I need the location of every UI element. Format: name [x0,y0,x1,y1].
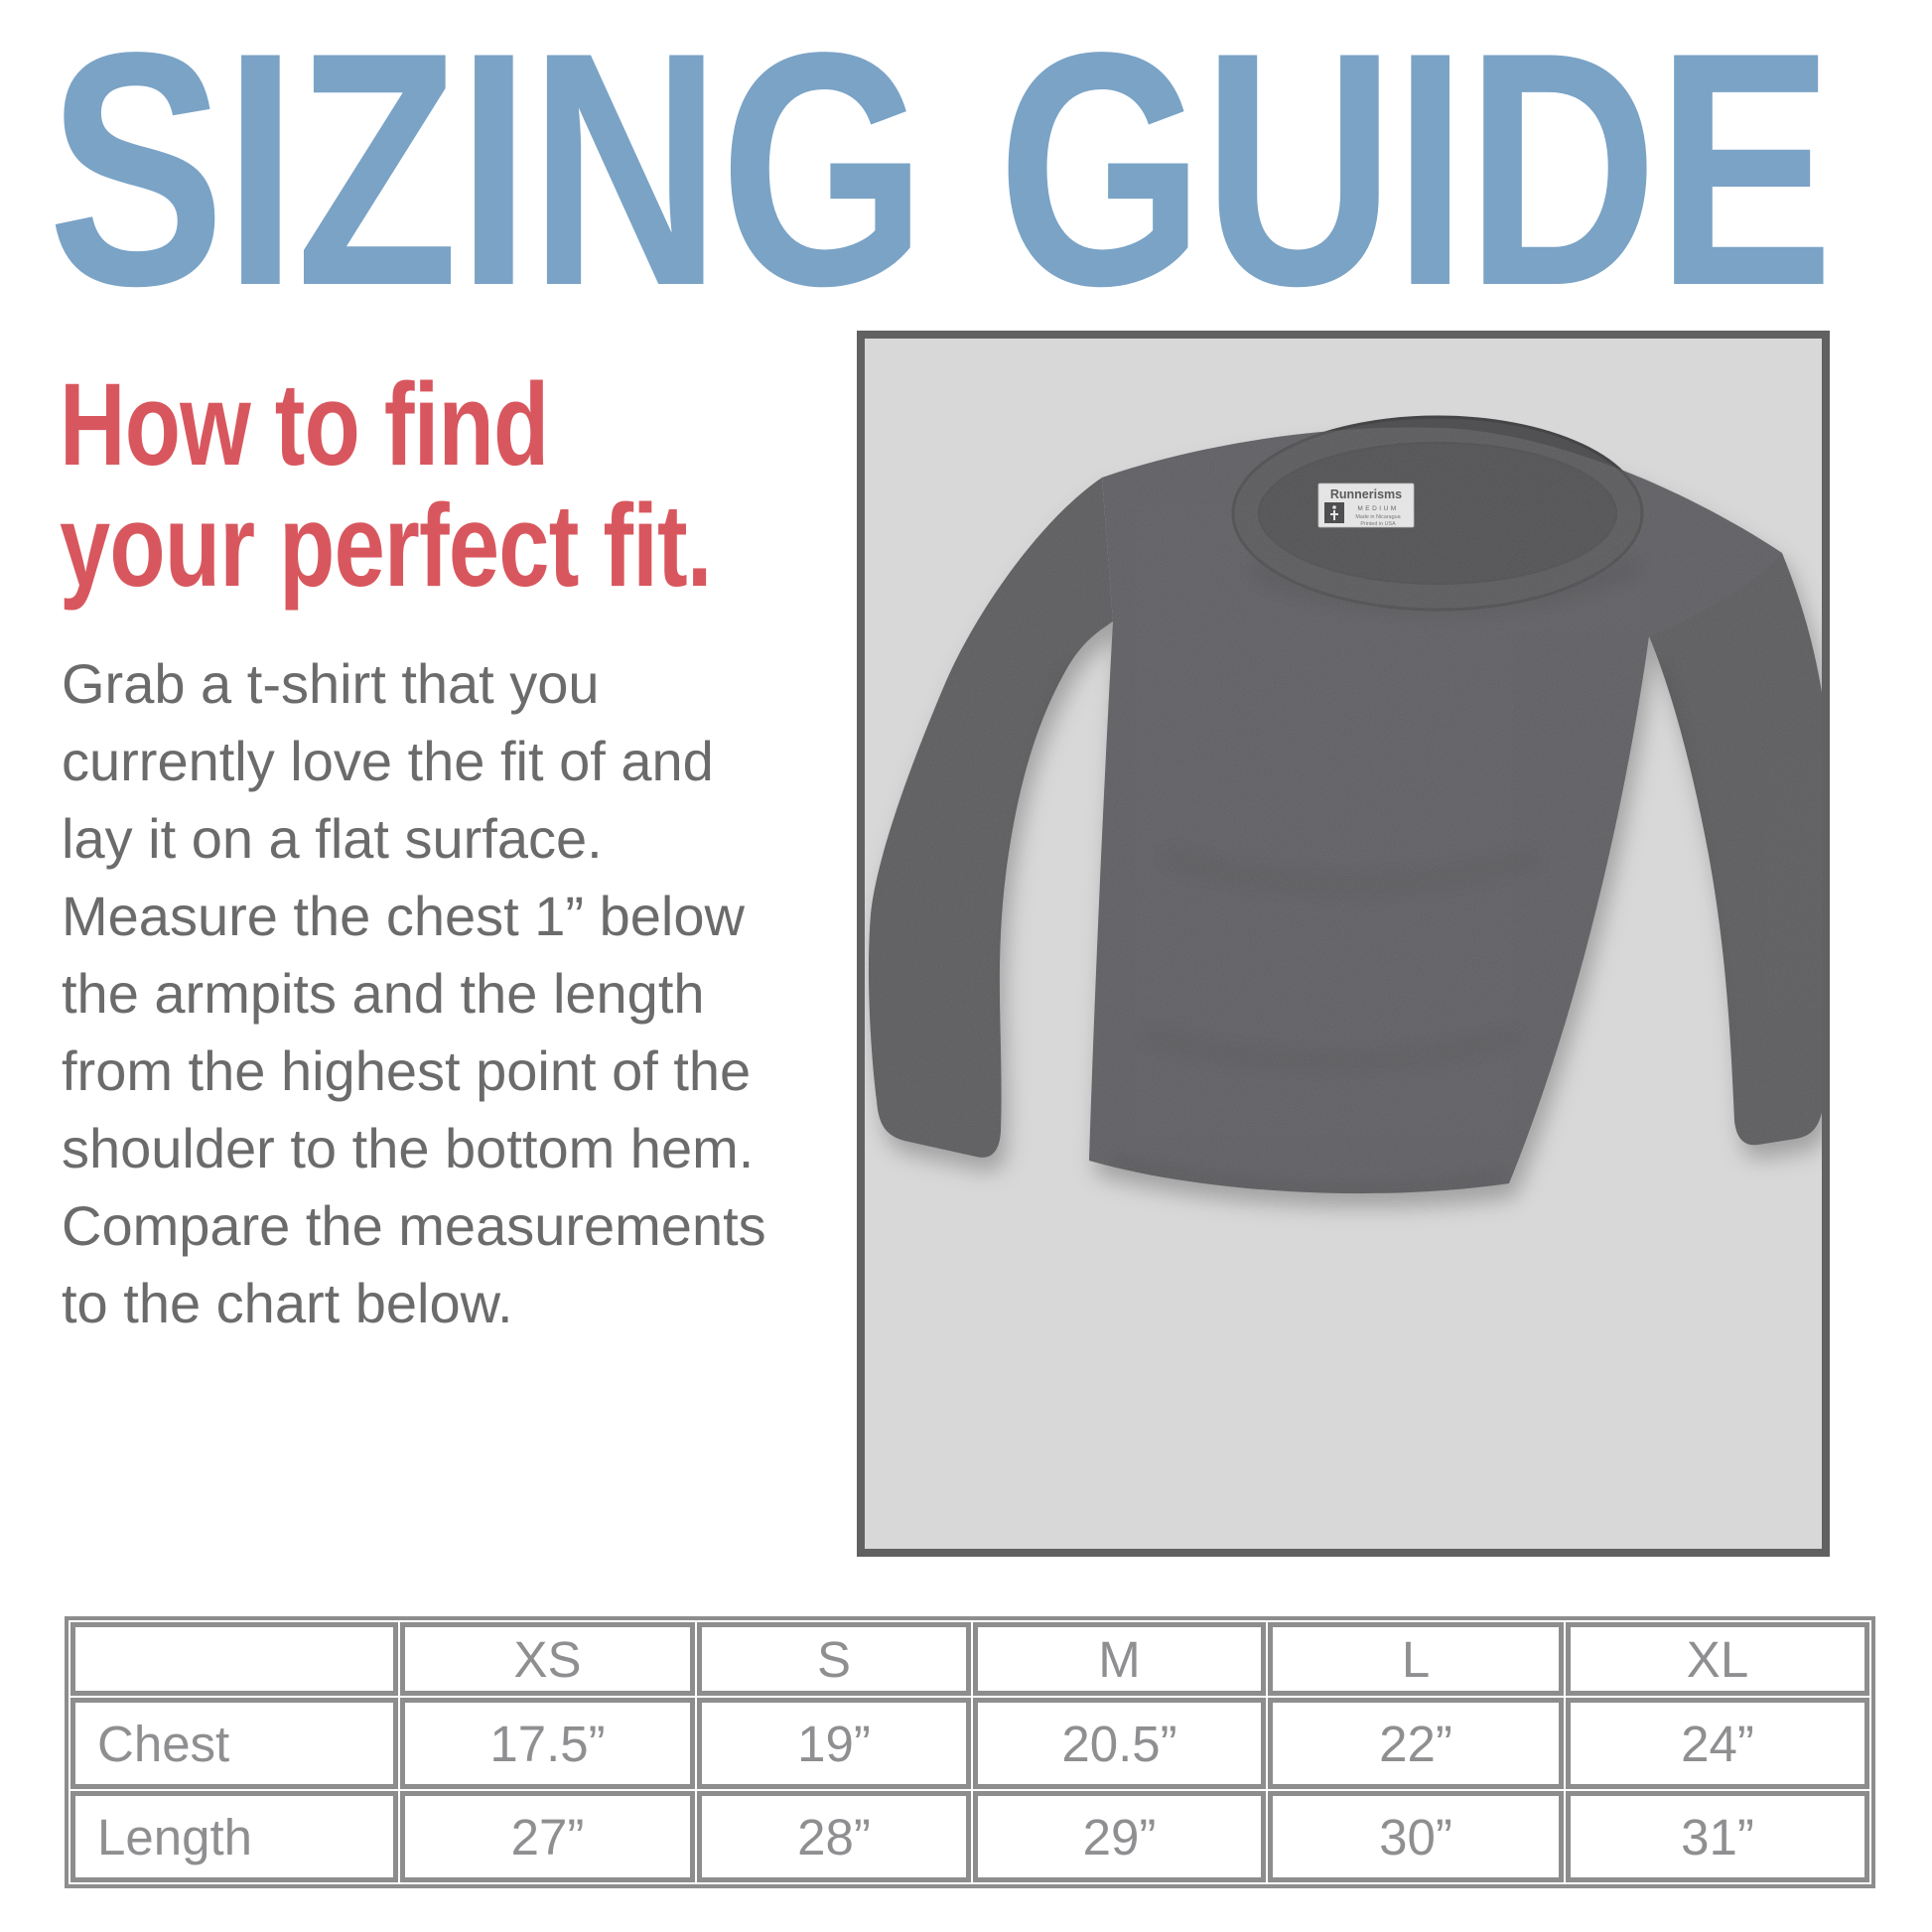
size-cell: 30” [1268,1791,1564,1882]
paragraph-line: to the chart below. [62,1272,513,1334]
intro-heading: How to find your perfect fit. [60,359,712,612]
size-col-header-xl: XL [1566,1622,1869,1696]
size-col-header-m: M [973,1622,1266,1696]
size-chart-row-chest: Chest 17.5” 19” 20.5” 22” 24” [70,1698,1869,1789]
size-chart-row-length: Length 27” 28” 29” 30” 31” [70,1791,1869,1882]
size-cell: 27” [400,1791,695,1882]
size-col-header-s: S [697,1622,971,1696]
size-col-header-empty [70,1622,398,1696]
product-photo-frame: Runnerisms MEDIUM Made in Nicaragua Prin… [857,331,1830,1557]
page-title: SIZING GUIDE [48,0,1834,354]
shirt-photo: Runnerisms MEDIUM Made in Nicaragua Prin… [869,415,1822,1194]
size-cell: 22” [1268,1698,1564,1789]
intro-heading-line-1: How to find [60,359,549,490]
intro-paragraph: Grab a t-shirt that you currently love t… [62,645,816,1342]
size-cell: 17.5” [400,1698,695,1789]
paragraph-line: the armpits and the length [62,962,705,1025]
size-cell: 20.5” [973,1698,1266,1789]
size-chart-table: XS S M L XL Chest 17.5” 19” 20.5” 22” 24… [65,1616,1875,1888]
paragraph-line: Measure the chest 1” below [62,885,745,947]
paragraph-line: Grab a t-shirt that you [62,652,600,715]
row-label-chest: Chest [70,1698,398,1789]
size-cell: 31” [1566,1791,1869,1882]
paragraph-line: from the highest point of the [62,1039,752,1102]
paragraph-line: shoulder to the bottom hem. [62,1117,755,1179]
size-cell: 28” [697,1791,971,1882]
intro-section: How to find your perfect fit. [60,364,715,607]
size-cell: 24” [1566,1698,1869,1789]
paragraph-line: currently love the fit of and [62,730,714,792]
paragraph-line: Compare the measurements [62,1194,766,1257]
size-cell: 19” [697,1698,971,1789]
size-col-header-l: L [1268,1622,1564,1696]
intro-heading-line-2: your perfect fit. [60,481,712,612]
size-col-header-xs: XS [400,1622,695,1696]
shirt-heather-texture [869,427,1822,1194]
size-chart-header-row: XS S M L XL [70,1622,1869,1696]
paragraph-line: lay it on a flat surface. [62,807,603,870]
size-cell: 29” [973,1791,1266,1882]
row-label-length: Length [70,1791,398,1882]
